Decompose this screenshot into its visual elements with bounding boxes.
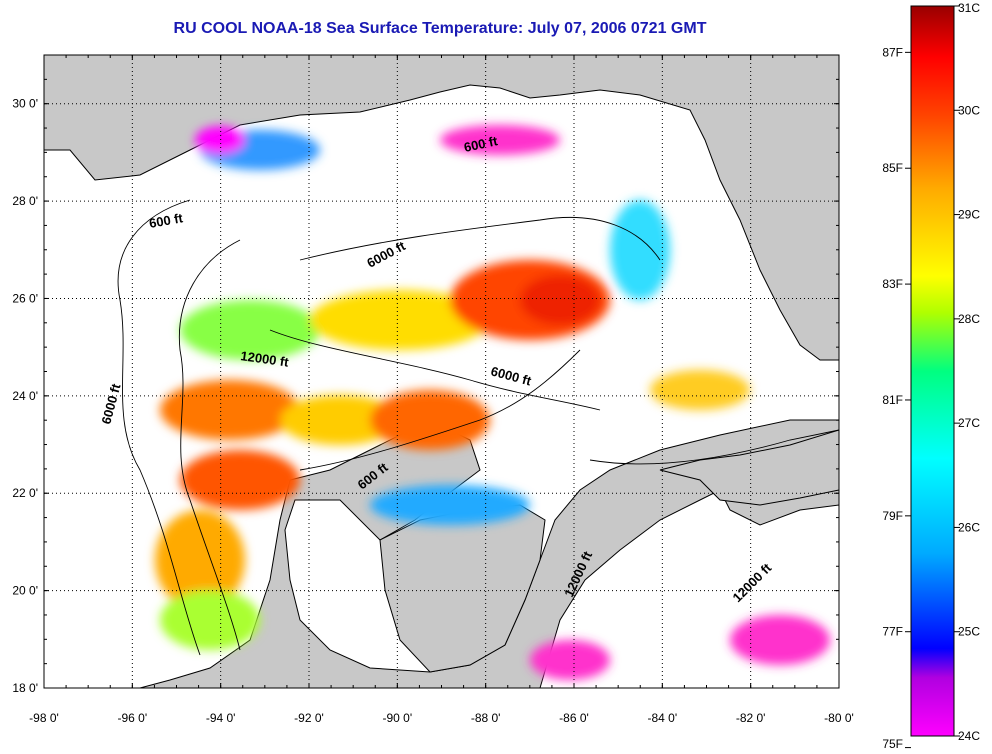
contour-12000ft <box>269 329 601 411</box>
y-tick-label: 22 0' <box>12 486 38 500</box>
cuba-land <box>659 429 839 506</box>
y-tick-label: 24 0' <box>12 389 38 403</box>
sst-patch <box>440 125 560 155</box>
x-tick-label: -84 0' <box>648 711 678 725</box>
sst-patch <box>370 485 530 525</box>
x-tick-label: -96 0' <box>118 711 148 725</box>
sst-patch <box>310 290 490 350</box>
contour-600ft-west <box>117 199 201 656</box>
bathymetry-contours <box>117 199 839 656</box>
y-tick-label: 28 0' <box>12 194 38 208</box>
sst-patch <box>160 590 260 650</box>
sst-patch <box>180 450 300 510</box>
contour-600ft-south <box>299 349 581 471</box>
x-tick-label: -88 0' <box>471 711 501 725</box>
sst-data <box>155 125 830 680</box>
x-tick-label: -80 0' <box>824 711 854 725</box>
contour-east <box>589 429 839 465</box>
contour-label: 600 ft <box>463 133 500 155</box>
sst-patch <box>155 510 245 610</box>
y-tick-label: 20 0' <box>12 584 38 598</box>
y-tick-label: 26 0' <box>12 291 38 305</box>
x-tick-label: -98 0' <box>29 711 59 725</box>
grid-lines <box>44 55 839 688</box>
map-title: RU COOL NOAA-18 Sea Surface Temperature:… <box>173 20 707 37</box>
sst-patch <box>280 395 400 445</box>
contour-6000ft-central <box>299 216 661 261</box>
sst-patch <box>730 615 830 665</box>
sst-patch <box>370 390 490 450</box>
y-tick-label: 30 0' <box>12 97 38 111</box>
x-tick-label: -86 0' <box>559 711 589 725</box>
x-tick-label: -92 0' <box>294 711 324 725</box>
sst-patch <box>160 380 300 440</box>
sst-patch <box>530 640 610 680</box>
y-tick-label: 18 0' <box>12 681 38 695</box>
sst-patch <box>650 370 750 410</box>
sst-patch <box>520 275 600 325</box>
contour-label: 12000 ft <box>240 348 291 370</box>
contour-6000ft-west <box>178 239 241 651</box>
sst-patch <box>180 300 320 360</box>
x-tick-label: -94 0' <box>206 711 236 725</box>
contour-label: 600 ft <box>148 210 185 231</box>
x-tick-label: -90 0' <box>383 711 413 725</box>
x-tick-label: -82 0' <box>736 711 766 725</box>
sst-patch <box>610 200 670 300</box>
sst-patch <box>195 126 245 154</box>
axis-ticks: -98 0' -96 0' -94 0' -92 0' -90 0' -88 0' -86 … <box>12 54 854 725</box>
